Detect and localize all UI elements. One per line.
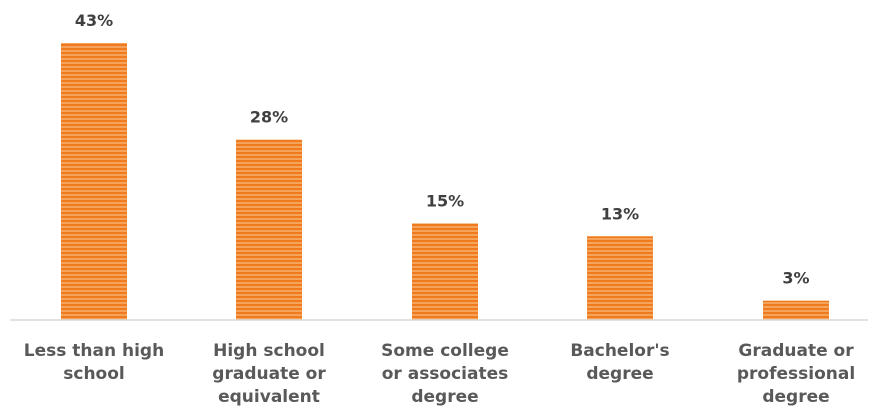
category-label-2: High school graduate or equivalent [184,340,354,409]
value-label-3: 15% [426,191,464,210]
category-label-line: Less than high [23,341,165,361]
category-label-line: High school [213,341,325,361]
value-label-1: 43% [75,11,113,30]
category-label-line: school [63,364,125,384]
category-label-line: degree [586,364,654,384]
category-label-3: Some college or associates degree [360,340,530,409]
category-label-line: Bachelor's [570,341,670,361]
category-label-line: degree [411,387,479,407]
value-label-4: 13% [601,204,639,223]
category-label-line: professional [736,364,856,384]
category-label-line: or associates [381,364,509,384]
bar-5 [763,300,829,320]
category-label-line: graduate or [212,364,326,384]
bar-1 [61,43,127,320]
value-label-5: 3% [782,269,809,288]
category-label-line: equivalent [218,387,320,407]
category-label-4: Bachelor's degree [535,340,705,386]
bar-4 [587,236,653,320]
value-label-2: 28% [250,108,288,127]
category-label-1: Less than high school [9,340,179,386]
bar-3 [412,223,478,320]
bars-group [61,43,829,320]
category-label-line: Graduate or [738,341,854,361]
value-labels-group: 43% 28% 15% 13% 3% [75,11,810,288]
category-label-line: Some college [381,341,509,361]
category-label-line: degree [762,387,830,407]
bar-2 [236,139,302,320]
category-label-5: Graduate or professional degree [711,340,872,409]
